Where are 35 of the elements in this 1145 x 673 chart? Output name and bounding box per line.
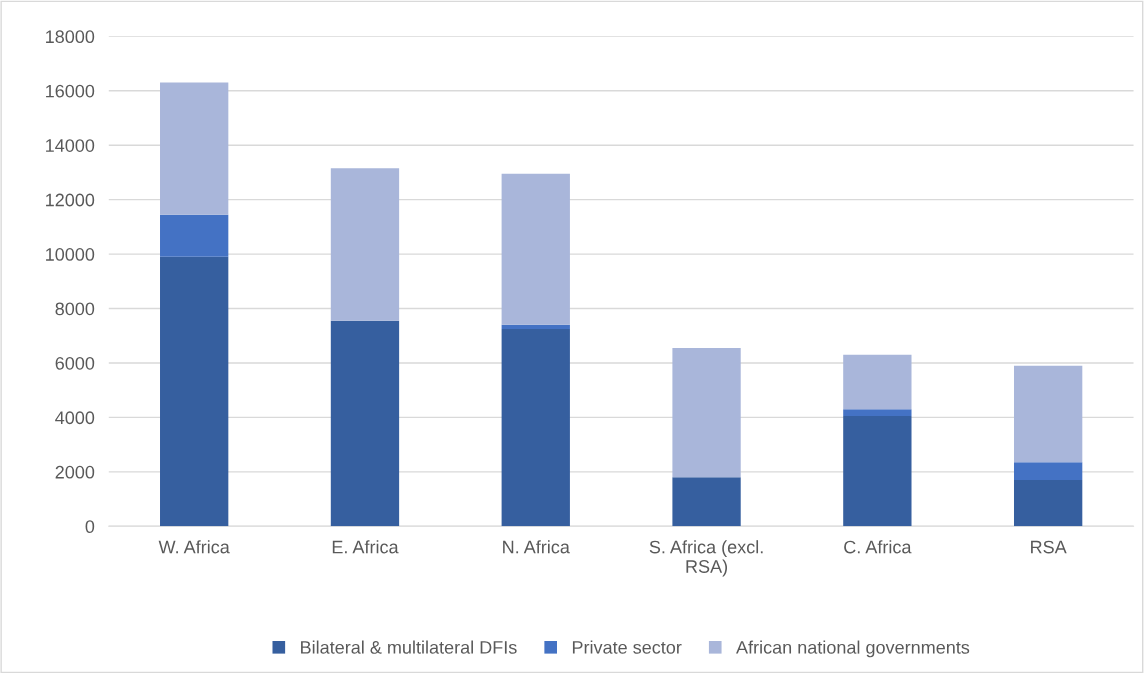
y-tick-label: 10000 xyxy=(46,248,95,261)
y-tick-label: 18000 xyxy=(46,30,95,44)
x-tick-label: S. Africa (excl. RSA) xyxy=(649,540,763,577)
x-tick-label: W. Africa xyxy=(158,540,230,554)
bar xyxy=(501,173,570,325)
bar xyxy=(843,354,912,410)
y-tick-label: 6000 xyxy=(55,356,95,370)
bar xyxy=(160,82,229,215)
y-tick-label: 16000 xyxy=(46,84,95,98)
bar xyxy=(1013,462,1083,481)
legend-label: Bilateral & multilateral DFIs xyxy=(301,640,517,654)
bar xyxy=(1013,480,1083,527)
bar xyxy=(330,168,400,321)
bar xyxy=(501,328,570,527)
bar xyxy=(672,348,741,478)
y-tick-label: 0 xyxy=(85,520,95,534)
bar xyxy=(843,409,912,417)
y-tick-label: 8000 xyxy=(55,302,95,316)
y-tick-label: 12000 xyxy=(46,193,95,207)
bar xyxy=(330,320,400,527)
bar xyxy=(160,214,229,257)
y-tick-label: 4000 xyxy=(55,411,95,425)
bar xyxy=(501,324,570,329)
legend-label: African national governments xyxy=(736,640,970,658)
bar xyxy=(672,477,741,527)
bar xyxy=(160,256,229,527)
bar xyxy=(1013,365,1083,463)
x-tick-label: E. Africa xyxy=(332,540,399,554)
x-tick-label: N. Africa xyxy=(503,540,570,554)
bar xyxy=(843,416,912,527)
y-tick-label: 2000 xyxy=(55,465,95,479)
y-tick-label: 14000 xyxy=(46,139,95,152)
legend-label: Private sector xyxy=(572,640,682,654)
x-tick-label: RSA xyxy=(1031,540,1067,554)
x-tick-label: C. Africa xyxy=(844,540,912,554)
